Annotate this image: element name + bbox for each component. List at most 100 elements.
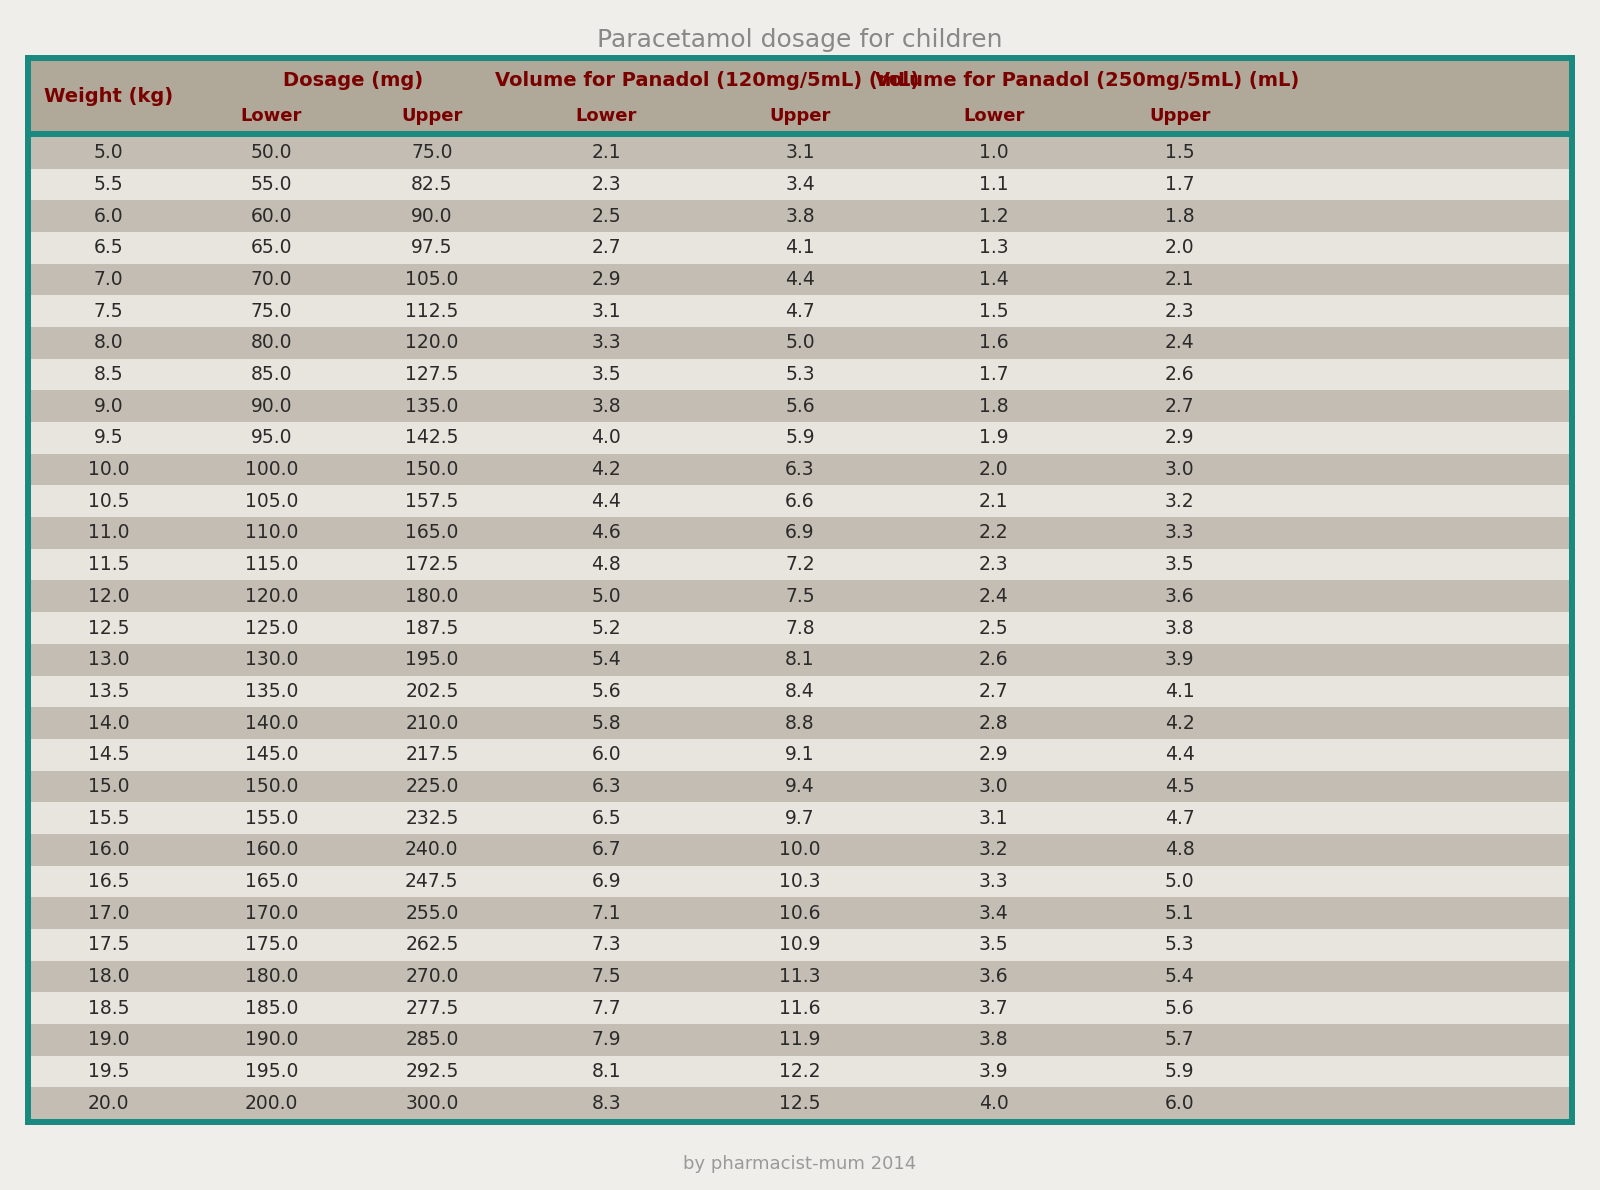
Text: 7.5: 7.5 bbox=[786, 587, 814, 606]
Bar bbox=[26, 232, 1574, 264]
Text: 7.5: 7.5 bbox=[592, 967, 621, 987]
Text: 6.7: 6.7 bbox=[592, 840, 621, 859]
Text: 4.4: 4.4 bbox=[786, 270, 814, 289]
Text: 4.8: 4.8 bbox=[1165, 840, 1195, 859]
Text: 2.5: 2.5 bbox=[979, 619, 1008, 638]
Text: 2.7: 2.7 bbox=[979, 682, 1008, 701]
Text: 1.4: 1.4 bbox=[979, 270, 1008, 289]
Text: 6.9: 6.9 bbox=[592, 872, 621, 891]
Text: 6.6: 6.6 bbox=[786, 491, 814, 511]
Text: 2.2: 2.2 bbox=[979, 524, 1008, 543]
Text: 285.0: 285.0 bbox=[405, 1031, 459, 1050]
Text: 1.7: 1.7 bbox=[979, 365, 1008, 384]
Text: 13.0: 13.0 bbox=[88, 650, 130, 669]
Text: 9.7: 9.7 bbox=[786, 808, 814, 827]
Text: 13.5: 13.5 bbox=[88, 682, 130, 701]
Text: 9.0: 9.0 bbox=[94, 396, 123, 415]
Text: 7.3: 7.3 bbox=[592, 935, 621, 954]
Text: 7.2: 7.2 bbox=[786, 556, 814, 574]
Text: 2.1: 2.1 bbox=[1165, 270, 1195, 289]
Text: 5.8: 5.8 bbox=[592, 714, 621, 733]
Text: 2.4: 2.4 bbox=[1165, 333, 1195, 352]
Text: 4.8: 4.8 bbox=[592, 556, 621, 574]
Text: 142.5: 142.5 bbox=[405, 428, 459, 447]
Text: Dosage (mg): Dosage (mg) bbox=[283, 71, 422, 90]
Text: 9.4: 9.4 bbox=[786, 777, 814, 796]
Text: 1.6: 1.6 bbox=[979, 333, 1008, 352]
Bar bbox=[26, 802, 1574, 834]
Text: 2.6: 2.6 bbox=[979, 650, 1008, 669]
Text: 175.0: 175.0 bbox=[245, 935, 298, 954]
Text: 5.6: 5.6 bbox=[1165, 998, 1195, 1017]
Bar bbox=[26, 1056, 1574, 1088]
Text: 3.5: 3.5 bbox=[1165, 556, 1195, 574]
Bar bbox=[26, 55, 1574, 61]
Text: 1.5: 1.5 bbox=[1165, 143, 1195, 162]
Text: 190.0: 190.0 bbox=[245, 1031, 298, 1050]
Text: 20.0: 20.0 bbox=[88, 1094, 130, 1113]
Text: 5.5: 5.5 bbox=[94, 175, 123, 194]
Text: 2.5: 2.5 bbox=[592, 207, 621, 226]
Text: 5.0: 5.0 bbox=[592, 587, 621, 606]
Text: 3.3: 3.3 bbox=[592, 333, 621, 352]
Text: 85.0: 85.0 bbox=[251, 365, 293, 384]
Bar bbox=[26, 264, 1574, 295]
Text: 2.8: 2.8 bbox=[979, 714, 1008, 733]
Text: 6.5: 6.5 bbox=[592, 808, 621, 827]
Text: 255.0: 255.0 bbox=[405, 903, 459, 922]
Text: 12.0: 12.0 bbox=[88, 587, 130, 606]
Text: 3.2: 3.2 bbox=[1165, 491, 1195, 511]
Text: 3.5: 3.5 bbox=[592, 365, 621, 384]
Text: 6.0: 6.0 bbox=[592, 745, 621, 764]
Text: 11.6: 11.6 bbox=[779, 998, 821, 1017]
Text: 5.0: 5.0 bbox=[1165, 872, 1195, 891]
Text: 105.0: 105.0 bbox=[245, 491, 298, 511]
Text: 210.0: 210.0 bbox=[405, 714, 459, 733]
Text: 2.4: 2.4 bbox=[979, 587, 1008, 606]
Text: 10.0: 10.0 bbox=[779, 840, 821, 859]
Text: 15.0: 15.0 bbox=[88, 777, 130, 796]
Text: 157.5: 157.5 bbox=[405, 491, 459, 511]
Text: 11.5: 11.5 bbox=[88, 556, 130, 574]
Text: 75.0: 75.0 bbox=[251, 302, 293, 321]
Bar bbox=[26, 55, 30, 1125]
Text: 145.0: 145.0 bbox=[245, 745, 298, 764]
Text: 65.0: 65.0 bbox=[251, 238, 293, 257]
Text: 187.5: 187.5 bbox=[405, 619, 459, 638]
Text: 217.5: 217.5 bbox=[405, 745, 459, 764]
Text: 165.0: 165.0 bbox=[405, 524, 459, 543]
Text: 17.5: 17.5 bbox=[88, 935, 130, 954]
Text: 2.1: 2.1 bbox=[979, 491, 1008, 511]
Text: 3.0: 3.0 bbox=[1165, 461, 1195, 480]
Text: 135.0: 135.0 bbox=[245, 682, 298, 701]
Text: 6.3: 6.3 bbox=[592, 777, 621, 796]
Bar bbox=[26, 137, 1574, 169]
Bar bbox=[26, 929, 1574, 960]
Text: 277.5: 277.5 bbox=[405, 998, 459, 1017]
Text: 80.0: 80.0 bbox=[251, 333, 293, 352]
Text: 7.5: 7.5 bbox=[94, 302, 123, 321]
Text: Paracetamol dosage for children: Paracetamol dosage for children bbox=[597, 29, 1003, 52]
Text: 7.7: 7.7 bbox=[592, 998, 621, 1017]
Text: 90.0: 90.0 bbox=[251, 396, 293, 415]
Text: 180.0: 180.0 bbox=[405, 587, 459, 606]
Text: 6.5: 6.5 bbox=[94, 238, 123, 257]
Text: 125.0: 125.0 bbox=[245, 619, 298, 638]
Bar bbox=[26, 200, 1574, 232]
Text: 14.5: 14.5 bbox=[88, 745, 130, 764]
Text: 135.0: 135.0 bbox=[405, 396, 459, 415]
Text: 55.0: 55.0 bbox=[251, 175, 293, 194]
Text: 10.3: 10.3 bbox=[779, 872, 821, 891]
Text: 2.7: 2.7 bbox=[1165, 396, 1195, 415]
Text: 6.0: 6.0 bbox=[94, 207, 123, 226]
Bar bbox=[26, 612, 1574, 644]
Text: 292.5: 292.5 bbox=[405, 1061, 459, 1081]
Bar bbox=[26, 676, 1574, 707]
Text: 8.5: 8.5 bbox=[94, 365, 123, 384]
Text: 3.6: 3.6 bbox=[1165, 587, 1195, 606]
Text: 150.0: 150.0 bbox=[405, 461, 459, 480]
Text: 18.5: 18.5 bbox=[88, 998, 130, 1017]
Text: 3.6: 3.6 bbox=[979, 967, 1008, 987]
Text: 5.6: 5.6 bbox=[592, 682, 621, 701]
Bar bbox=[26, 358, 1574, 390]
